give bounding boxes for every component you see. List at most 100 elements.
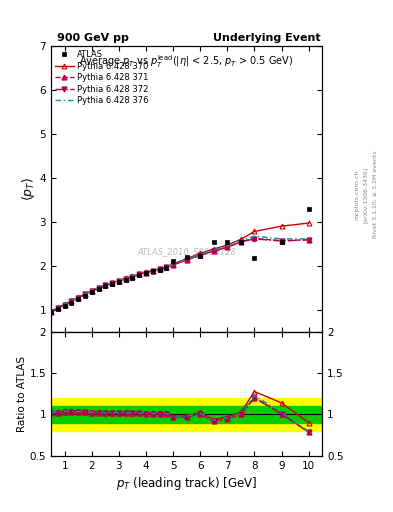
Pythia 6.428 372 (96, 285, 101, 291)
ATLAS (117, 279, 121, 285)
Pythia 6.428 376 (211, 247, 216, 253)
ATLAS (130, 274, 135, 281)
Pythia 6.428 376 (62, 301, 67, 307)
Pythia 6.428 372 (130, 273, 135, 280)
ATLAS (198, 252, 203, 259)
ATLAS (211, 239, 216, 245)
Pythia 6.428 376 (49, 308, 53, 314)
Pythia 6.428 371 (130, 273, 135, 280)
Pythia 6.428 376 (184, 256, 189, 262)
Pythia 6.428 371 (49, 309, 53, 315)
Pythia 6.428 372 (110, 280, 114, 286)
Pythia 6.428 370 (144, 269, 149, 275)
Pythia 6.428 370 (184, 255, 189, 262)
ATLAS (69, 300, 74, 306)
ATLAS (225, 239, 230, 245)
ATLAS (171, 258, 175, 264)
Pythia 6.428 371 (225, 244, 230, 250)
Text: Rivet 3.1.10, ≥ 3.2M events: Rivet 3.1.10, ≥ 3.2M events (373, 151, 378, 239)
Pythia 6.428 370 (49, 308, 53, 314)
Pythia 6.428 376 (164, 264, 169, 270)
Pythia 6.428 370 (157, 266, 162, 272)
Text: mcplots.cern.ch: mcplots.cern.ch (354, 169, 359, 220)
Pythia 6.428 372 (198, 252, 203, 258)
Pythia 6.428 376 (157, 266, 162, 272)
Pythia 6.428 370 (211, 246, 216, 252)
Pythia 6.428 376 (198, 251, 203, 258)
Pythia 6.428 370 (69, 298, 74, 304)
Pythia 6.428 376 (90, 288, 94, 294)
Pythia 6.428 372 (123, 276, 128, 282)
Pythia 6.428 370 (137, 271, 141, 277)
Pythia 6.428 376 (123, 275, 128, 282)
Y-axis label: $\langle p_T \rangle$: $\langle p_T \rangle$ (20, 177, 37, 201)
Pythia 6.428 376 (103, 282, 108, 288)
ATLAS (123, 276, 128, 283)
Pythia 6.428 376 (130, 273, 135, 279)
Pythia 6.428 370 (76, 294, 81, 301)
Pythia 6.428 371 (239, 239, 243, 245)
Line: ATLAS: ATLAS (49, 206, 311, 315)
Pythia 6.428 370 (307, 220, 311, 226)
Pythia 6.428 376 (83, 291, 87, 297)
Pythia 6.428 371 (184, 257, 189, 263)
Pythia 6.428 372 (90, 288, 94, 294)
ATLAS (144, 270, 149, 276)
Pythia 6.428 371 (144, 270, 149, 276)
Line: Pythia 6.428 376: Pythia 6.428 376 (51, 236, 309, 311)
Text: 900 GeV pp: 900 GeV pp (57, 33, 129, 44)
ATLAS (307, 205, 311, 211)
Pythia 6.428 370 (110, 280, 114, 286)
Pythia 6.428 376 (110, 280, 114, 286)
Pythia 6.428 376 (239, 238, 243, 244)
Pythia 6.428 370 (151, 267, 155, 273)
ATLAS (83, 292, 87, 298)
ATLAS (252, 254, 257, 261)
Pythia 6.428 376 (55, 304, 60, 310)
Pythia 6.428 370 (83, 291, 87, 297)
ATLAS (76, 296, 81, 302)
Pythia 6.428 371 (62, 302, 67, 308)
Pythia 6.428 372 (164, 264, 169, 270)
Pythia 6.428 376 (279, 236, 284, 242)
ATLAS (96, 286, 101, 292)
Pythia 6.428 370 (90, 288, 94, 294)
ATLAS (110, 281, 114, 287)
Text: [arXiv:1306.3436]: [arXiv:1306.3436] (363, 166, 368, 223)
Pythia 6.428 372 (62, 302, 67, 308)
Pythia 6.428 376 (76, 294, 81, 301)
Y-axis label: Ratio to ATLAS: Ratio to ATLAS (17, 355, 27, 432)
Line: Pythia 6.428 371: Pythia 6.428 371 (49, 236, 311, 314)
Pythia 6.428 370 (62, 301, 67, 307)
Pythia 6.428 372 (103, 283, 108, 289)
Pythia 6.428 376 (151, 267, 155, 273)
ATLAS (151, 268, 155, 274)
Pythia 6.428 372 (184, 257, 189, 263)
Pythia 6.428 376 (117, 278, 121, 284)
Pythia 6.428 372 (279, 238, 284, 244)
ATLAS (279, 239, 284, 245)
Pythia 6.428 372 (55, 305, 60, 311)
ATLAS (62, 303, 67, 309)
Pythia 6.428 372 (171, 262, 175, 268)
ATLAS (55, 306, 60, 312)
Pythia 6.428 376 (137, 271, 141, 277)
Pythia 6.428 371 (123, 276, 128, 282)
Pythia 6.428 371 (103, 283, 108, 289)
ATLAS (49, 309, 53, 315)
Pythia 6.428 372 (157, 266, 162, 272)
Pythia 6.428 371 (211, 248, 216, 254)
Pythia 6.428 372 (225, 244, 230, 250)
Line: Pythia 6.428 372: Pythia 6.428 372 (49, 237, 311, 314)
Pythia 6.428 376 (225, 243, 230, 249)
Pythia 6.428 372 (252, 236, 257, 242)
Pythia 6.428 372 (239, 239, 243, 245)
Pythia 6.428 376 (171, 261, 175, 267)
Legend: ATLAS, Pythia 6.428 370, Pythia 6.428 371, Pythia 6.428 372, Pythia 6.428 376: ATLAS, Pythia 6.428 370, Pythia 6.428 37… (53, 49, 150, 107)
Pythia 6.428 376 (307, 236, 311, 242)
Pythia 6.428 371 (110, 280, 114, 286)
X-axis label: $p_T$ (leading track) [GeV]: $p_T$ (leading track) [GeV] (116, 475, 257, 492)
Pythia 6.428 376 (96, 285, 101, 291)
Pythia 6.428 376 (144, 269, 149, 275)
ATLAS (164, 265, 169, 271)
